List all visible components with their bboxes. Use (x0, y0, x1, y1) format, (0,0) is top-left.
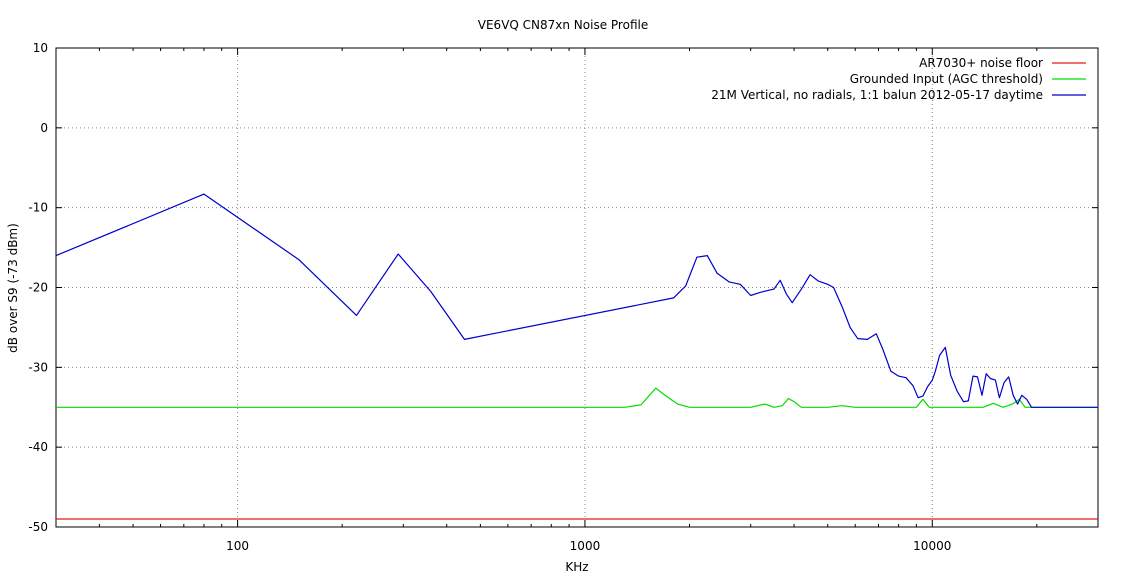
legend-label: 21M Vertical, no radials, 1:1 balun 2012… (711, 88, 1043, 102)
series-line-2 (56, 387, 1098, 408)
grid-lines (56, 48, 1098, 527)
chart-title: VE6VQ CN87xn Noise Profile (478, 18, 648, 32)
y-axis-label: dB over S9 (-73 dBm) (6, 223, 20, 353)
x-tick-label: 1000 (570, 539, 601, 553)
x-tick-label: 10000 (913, 539, 951, 553)
y-tick-label: -30 (28, 360, 48, 374)
y-tick-label: 0 (40, 121, 48, 135)
legend-label: Grounded Input (AGC threshold) (850, 72, 1043, 86)
legend: AR7030+ noise floor Grounded Input (AGC t… (711, 56, 1086, 102)
y-tick-label: -20 (28, 281, 48, 295)
y-tick-label: -10 (28, 201, 48, 215)
legend-label: AR7030+ noise floor (919, 56, 1043, 70)
y-tick-label: -40 (28, 440, 48, 454)
series-lines (55, 193, 1098, 520)
y-tick-label: -50 (28, 520, 48, 534)
series-line-3 (55, 193, 1098, 408)
x-axis-label: KHz (565, 560, 588, 574)
x-tick-label: 100 (226, 539, 249, 553)
y-tick-label: 10 (33, 41, 48, 55)
